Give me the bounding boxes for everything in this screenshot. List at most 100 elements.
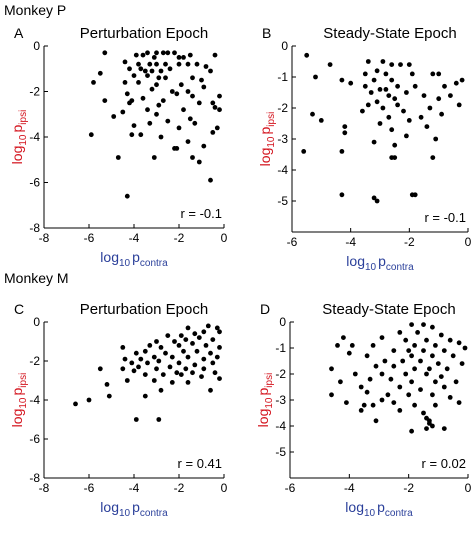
data-point: [176, 61, 182, 67]
data-point: [187, 116, 193, 122]
data-point: [415, 330, 420, 335]
data-point: [151, 155, 157, 160]
data-point: [185, 325, 191, 331]
data-point: [138, 66, 144, 72]
data-point: [151, 55, 157, 60]
data-point: [203, 343, 209, 348]
data-point: [192, 331, 198, 337]
data-point: [174, 91, 180, 97]
y-tick-label: -3: [275, 393, 286, 407]
data-point: [386, 93, 392, 98]
data-point: [456, 102, 462, 108]
data-point: [339, 77, 345, 83]
y-tick-label: -2: [275, 367, 286, 381]
data-point: [122, 356, 128, 362]
data-point: [196, 159, 202, 165]
y-tick-label: -2: [29, 354, 40, 368]
x-tick-label: -6: [285, 481, 296, 495]
data-point: [418, 358, 423, 364]
panel-a: -8 -6 -4 -2 0 -6 -4 -2 0 -8 A Perturbation Epoch r =…: [9, 25, 228, 269]
data-point: [382, 358, 388, 364]
data-point: [167, 66, 173, 72]
data-point: [361, 402, 367, 408]
y-tick-label: -3: [277, 132, 288, 146]
data-point: [133, 52, 139, 58]
data-point: [131, 368, 137, 374]
y-tick-label: -6: [29, 432, 40, 446]
panel-c: -8 -6 -4 -2 0 -6 -4 -2 0 -8 C Perturbation Epoch r =…: [9, 301, 228, 519]
data-point: [453, 379, 459, 385]
data-point: [149, 86, 155, 92]
y-tick-label: 0: [33, 315, 40, 329]
data-point: [459, 77, 465, 83]
data-point: [459, 361, 465, 366]
data-point: [212, 370, 218, 376]
data-point: [169, 380, 175, 385]
data-point: [377, 121, 383, 126]
data-point: [217, 93, 222, 99]
data-point: [339, 192, 345, 198]
data-point: [142, 68, 148, 74]
data-point: [362, 71, 368, 77]
data-point: [418, 114, 424, 120]
data-point: [391, 363, 397, 369]
data-point: [371, 139, 377, 145]
data-point: [147, 343, 153, 348]
data-point: [129, 360, 135, 366]
data-point: [341, 335, 346, 340]
data-point: [346, 350, 352, 356]
correlation-annotation: r = 0.41: [178, 456, 222, 471]
data-point: [124, 193, 130, 199]
x-tick-label: -4: [345, 235, 356, 249]
data-point: [421, 410, 426, 416]
data-point: [142, 348, 148, 354]
data-point: [176, 343, 182, 348]
y-axis-label: log10pipsi: [255, 373, 275, 428]
data-point: [427, 105, 433, 111]
data-point: [371, 77, 377, 83]
data-point: [349, 343, 355, 348]
data-point: [136, 61, 141, 67]
data-point: [167, 364, 173, 370]
data-point: [163, 75, 168, 81]
data-point: [156, 417, 162, 422]
data-point: [190, 75, 195, 81]
data-point: [447, 395, 453, 400]
data-point: [214, 125, 220, 131]
data-point: [145, 107, 150, 113]
data-point: [310, 111, 315, 117]
data-point: [140, 95, 146, 101]
data-point: [196, 335, 202, 340]
data-point: [120, 109, 126, 115]
data-point: [374, 198, 380, 204]
data-point: [348, 80, 354, 86]
data-point: [140, 52, 146, 58]
data-point: [208, 177, 213, 183]
data-point: [383, 87, 389, 92]
data-point: [447, 337, 453, 343]
data-point: [329, 392, 334, 398]
data-point: [379, 371, 385, 377]
y-tick-label: -5: [277, 194, 288, 208]
data-point: [160, 98, 166, 103]
data-point: [154, 111, 159, 117]
data-point: [450, 353, 456, 359]
data-point: [388, 376, 394, 382]
data-point: [185, 380, 191, 385]
panel-title: Steady-State Epoch: [322, 301, 455, 318]
data-point: [208, 387, 213, 393]
data-point: [409, 192, 415, 198]
data-point: [217, 107, 222, 113]
data-point: [142, 372, 148, 377]
data-point: [365, 59, 371, 64]
data-point: [441, 384, 447, 390]
data-point: [176, 125, 182, 131]
data-point: [196, 100, 202, 106]
data-point: [165, 333, 171, 338]
x-tick-label: 0: [465, 481, 472, 495]
data-point: [358, 408, 364, 413]
data-point: [392, 96, 398, 102]
y-tick-label: -6: [29, 176, 40, 190]
data-point: [424, 426, 429, 431]
